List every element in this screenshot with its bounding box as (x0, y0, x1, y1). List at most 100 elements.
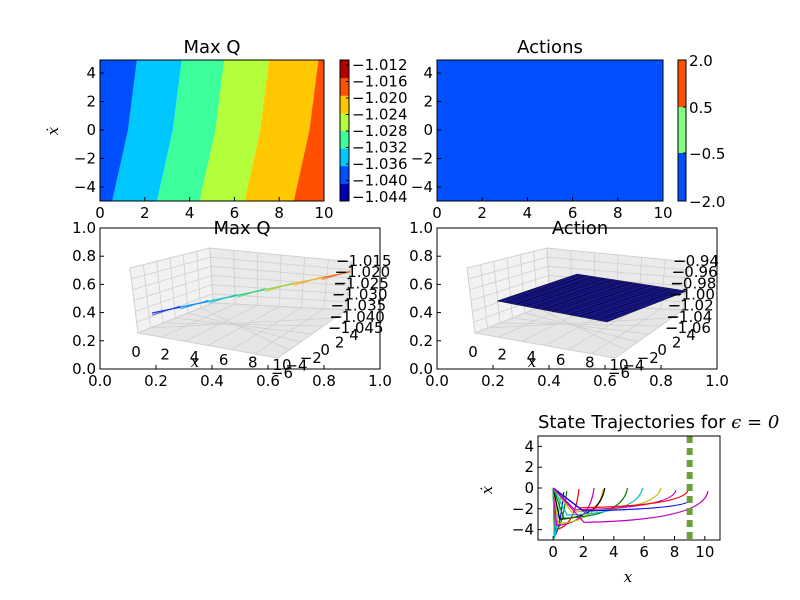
maxq-contour-x-tick-label: 10 (314, 204, 333, 222)
action-3d-outer-y-tick-label: 0.2 (409, 332, 433, 350)
maxq-3d-gridline (254, 259, 329, 355)
action-3d-depth-tick-label: 4 (686, 326, 696, 344)
maxq-contour-y-ticks: 4 2 0 −2 −4 (74, 64, 104, 196)
action-3d-depth-tick-label: −6 (608, 364, 630, 382)
maxq-3d-z-tick-label: −1.045 (328, 319, 384, 337)
maxq-3d-outer-frame (99, 227, 381, 370)
actions-contour-y-tick-label: 0 (423, 121, 433, 139)
action-3d-outer-x-tick-label: 1.0 (705, 372, 729, 390)
action-3d-x-tick-label: 4 (527, 348, 537, 366)
action-3d-surface-mesh (533, 279, 614, 309)
maxq-colorbar-tick-label: −1.016 (352, 73, 408, 91)
maxq-3d-depth-tick-label: −2 (300, 349, 322, 367)
action-3d-xlabel: x (528, 353, 537, 371)
maxq-contour-x-tick-label: 0 (95, 204, 105, 222)
maxq-3d-depth-tick-label: 0 (320, 341, 330, 359)
action-3d-z-tick-label: −1.06 (665, 319, 711, 337)
maxq-colorbar-swatch (340, 165, 349, 184)
maxq-colorbar-swatch (340, 95, 349, 114)
maxq-3d-series-segment (293, 276, 322, 287)
maxq-3d-z-tick-label: −1.035 (331, 297, 387, 315)
trajectories-title-text: State Trajectories for (538, 412, 731, 433)
maxq-3d-x-tick-label: 10 (272, 356, 291, 374)
action-3d-surface-mesh (506, 275, 587, 303)
action-3d-box: 0 2 4 6 8 10−6−4−20 2 4−0.94−0.96−0.98−1.00−1.0… (466, 247, 719, 382)
maxq-3d-title: Max Q (213, 218, 270, 239)
action-3d-surface-mesh (597, 289, 678, 321)
action-3d-depth-tick-label: 0 (657, 341, 667, 359)
actions-contour-x-tick-label: 6 (568, 204, 578, 222)
maxq-colorbar-tick-label: −1.036 (352, 155, 408, 173)
maxq-3d-gridline (182, 254, 301, 343)
action-3d-x-tick-label: 6 (556, 351, 566, 369)
trajectories-x-tick-label: 6 (639, 543, 649, 561)
action-3d-x-tick-label: 10 (609, 356, 628, 374)
actions-contour-y-ticks: 4 2 0 −2 −4 (411, 64, 441, 196)
maxq-3d-series-segment (321, 271, 351, 279)
action-3d-depth-tick-label: 2 (672, 334, 682, 352)
action-3d-surface-mesh (570, 285, 651, 316)
action-3d-surface-mesh (542, 280, 623, 310)
trajectories-y-ticks: 4 2 0 −2 −4 (512, 437, 542, 539)
maxq-3d-gridline (231, 257, 306, 351)
maxq-3d-gridline (196, 251, 290, 351)
maxq-3d-xlabel: x (191, 353, 200, 371)
maxq-3d-series-segment (265, 283, 294, 291)
actions-contour-y-tick-label: 2 (423, 93, 433, 111)
panel-maxq-contour: Max Q 0 2 4 6 8 10 420−2−4 ẋ −1.012−1.016−1.0… (44, 37, 408, 222)
maxq-3d-series-segment (180, 299, 209, 310)
maxq-colorbar-tick-label: −1.024 (352, 106, 408, 124)
actions-contour-x-tick-label: 10 (653, 204, 672, 222)
action-3d-outer-x-tick-label: 0.6 (593, 372, 617, 390)
actions-colorbar-tick-label: 2.0 (689, 52, 713, 70)
action-3d-gridline (591, 259, 666, 355)
maxq-3d-depth-tick-label: −6 (271, 364, 293, 382)
actions-colorbar-tick-label: −0.5 (689, 145, 725, 163)
maxq-colorbar-swatch (340, 148, 349, 167)
maxq-3d-x-tick-label: 4 (190, 348, 200, 366)
trajectories-x-tick-label: 4 (609, 543, 619, 561)
maxq-colorbar: −1.012−1.016−1.020−1.024−1.028−1.032−1.0… (339, 56, 408, 206)
action-3d-surface-mesh (551, 282, 633, 312)
maxq-contour-band (100, 60, 137, 201)
action-3d-z-tick-label: −1.00 (669, 286, 715, 304)
maxq-contour-plot-area (100, 60, 324, 201)
action-3d-z-tick-label: −1.02 (668, 297, 714, 315)
trajectory-line (552, 487, 689, 509)
maxq-contour-title: Max Q (183, 37, 240, 58)
maxq-contour-y-tick-label: 4 (86, 64, 96, 82)
maxq-3d-x-tick-label: 0 (131, 343, 141, 361)
maxq-3d-series-segment (293, 277, 322, 285)
maxq-contour-band (199, 60, 270, 201)
action-3d-outer-x-tick-label: 0.8 (649, 372, 673, 390)
trajectories-ylabel: ẋ (478, 485, 496, 494)
actions-contour-x-ticks: 0 2 4 6 8 10 (432, 197, 673, 222)
maxq-colorbar-tick-label: −1.012 (352, 56, 408, 74)
actions-contour-fill (437, 60, 663, 201)
maxq-contour-band (157, 60, 225, 201)
trajectories-x-ticks: 0 2 4 6 8 10 (548, 536, 714, 561)
action-3d-outer-ticks: 0.0 0.2 0.4 0.6 0.8 1.0 1.0 0.8 0.6 0.4 0.2 0.0 (409, 219, 729, 390)
maxq-3d-outer-y-tick-label: 0.6 (72, 275, 96, 293)
maxq-3d-series-segment (151, 306, 181, 314)
maxq-contour-y-tick-label: −2 (74, 150, 96, 168)
maxq-3d-series-segment (208, 294, 237, 302)
maxq-3d-outer-x-tick-label: 0.6 (256, 372, 280, 390)
action-3d-gridline (519, 254, 638, 343)
maxq-3d-gridline (136, 293, 348, 323)
actions-contour-x-tick-label: 0 (432, 204, 442, 222)
trajectories-x-tick-label: 2 (579, 543, 589, 561)
maxq-contour-x-tick-label: 4 (185, 204, 195, 222)
action-3d-depth-tick-label: −2 (637, 349, 659, 367)
maxq-contour-x-tick-label: 6 (230, 204, 240, 222)
action-3d-outer-y-tick-label: 0.8 (409, 247, 433, 265)
maxq-3d-series-segment (236, 288, 266, 297)
action-3d-outer-x-tick-label: 0.4 (537, 372, 561, 390)
action-3d-z-tick-label: −0.96 (672, 263, 718, 281)
maxq-contour-x-tick-label: 8 (274, 204, 284, 222)
maxq-contour-ylabel: ẋ (44, 126, 62, 135)
maxq-3d-outer-x-tick-label: 0.0 (88, 372, 112, 390)
maxq-3d-outer-y-tick-label: 1.0 (72, 219, 96, 237)
maxq-3d-outer-x-tick-label: 0.2 (144, 372, 168, 390)
